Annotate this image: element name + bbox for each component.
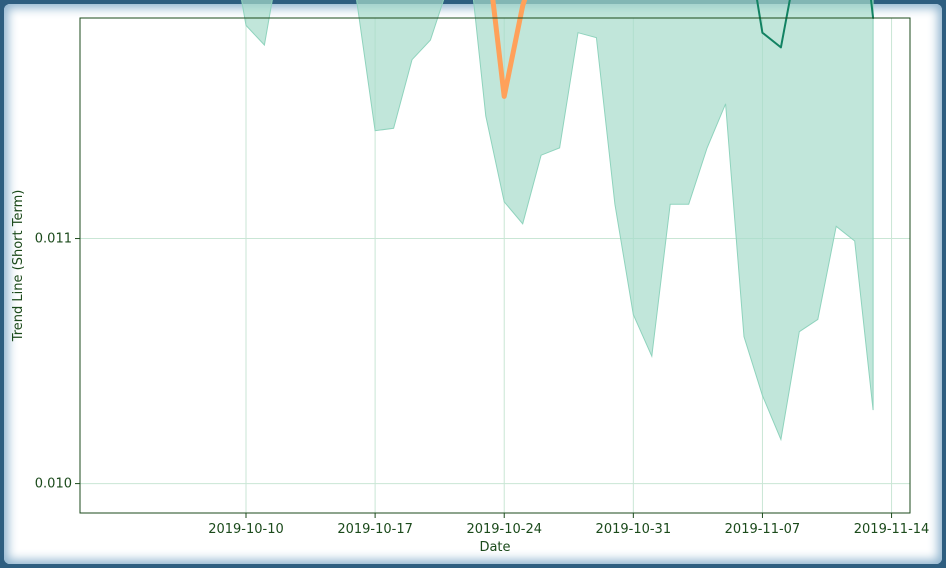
x-tick-label: 2019-11-14 xyxy=(854,522,930,537)
axis-ticks: 2019-10-10 2019-10-17 2019-10-24 2019-10-31… xyxy=(35,0,930,537)
plot-area-border xyxy=(79,17,911,514)
y-tick-label: 0.010 xyxy=(35,477,72,492)
series-points xyxy=(504,5,874,97)
y-tick-label: 0.011 xyxy=(35,232,72,247)
confidence-band xyxy=(241,0,874,442)
x-tick-label: 2019-11-07 xyxy=(725,522,801,537)
x-tick-label: 2019-10-24 xyxy=(466,522,542,537)
confidence-band-layer xyxy=(241,0,874,442)
y-axis-label: Trend Line (Short Term) xyxy=(11,190,26,343)
x-tick-label: 2019-10-31 xyxy=(596,522,672,537)
y-tick-label: 0.012 xyxy=(35,0,72,1)
x-tick-label: 2019-10-17 xyxy=(337,522,413,537)
x-axis-label: Date xyxy=(479,540,510,555)
x-tick-label: 2019-10-10 xyxy=(208,522,284,537)
